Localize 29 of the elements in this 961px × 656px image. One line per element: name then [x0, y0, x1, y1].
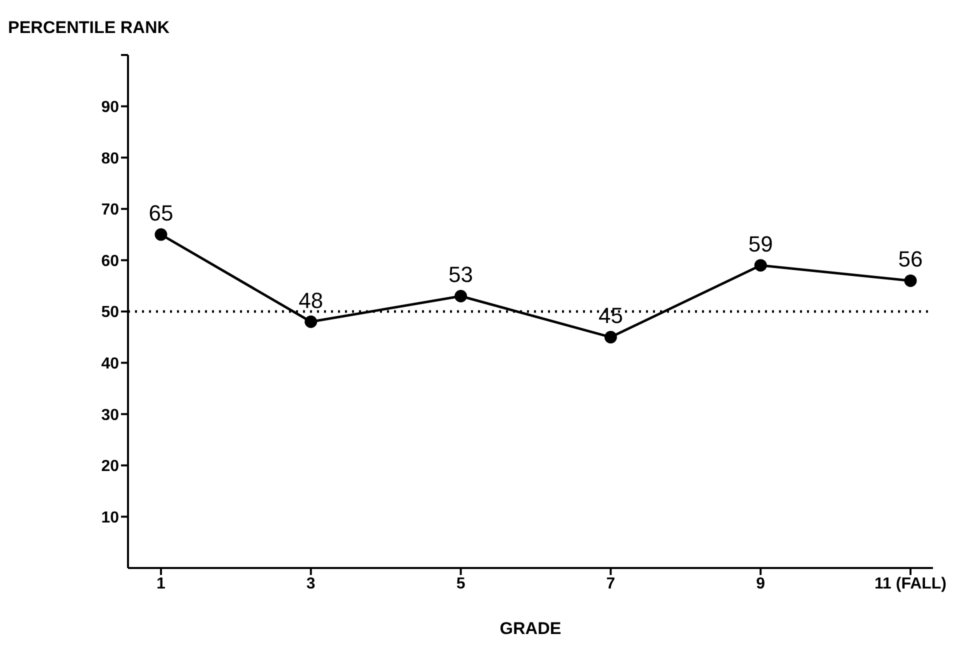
y-tick-label: 50	[101, 304, 120, 322]
y-tick-label: 40	[101, 355, 120, 372]
point	[754, 259, 767, 272]
y-tick-label: 60	[101, 252, 120, 270]
data-label: 53	[448, 262, 474, 288]
point	[454, 290, 468, 302]
y-tick-label: 20	[101, 458, 120, 476]
data-label: 59	[748, 231, 773, 256]
y-tick-label: 10	[101, 509, 120, 526]
point	[154, 228, 168, 241]
data-label: 56	[898, 246, 923, 272]
x-tick-label: 3	[306, 575, 316, 592]
data-label: 48	[298, 288, 324, 313]
point	[304, 316, 318, 328]
data-label: 45	[598, 303, 623, 328]
y-tick-label: 80	[101, 150, 120, 168]
point	[904, 274, 917, 287]
data-label: 65	[148, 200, 174, 226]
y-tick-label: 90	[101, 98, 120, 116]
y-tick-label: 70	[101, 202, 120, 219]
y-axis-title: PERCENTILE RANK	[8, 18, 170, 38]
y-tick-label: 30	[101, 406, 120, 424]
x-axis-title: GRADE	[500, 619, 562, 638]
x-tick-label: 7	[606, 575, 616, 592]
x-tick-label: 11 (FALL)	[874, 575, 947, 592]
point	[604, 330, 617, 344]
x-tick-label: 5	[456, 575, 466, 592]
x-tick-label: 1	[156, 575, 166, 592]
x-tick-label: 9	[756, 575, 766, 592]
